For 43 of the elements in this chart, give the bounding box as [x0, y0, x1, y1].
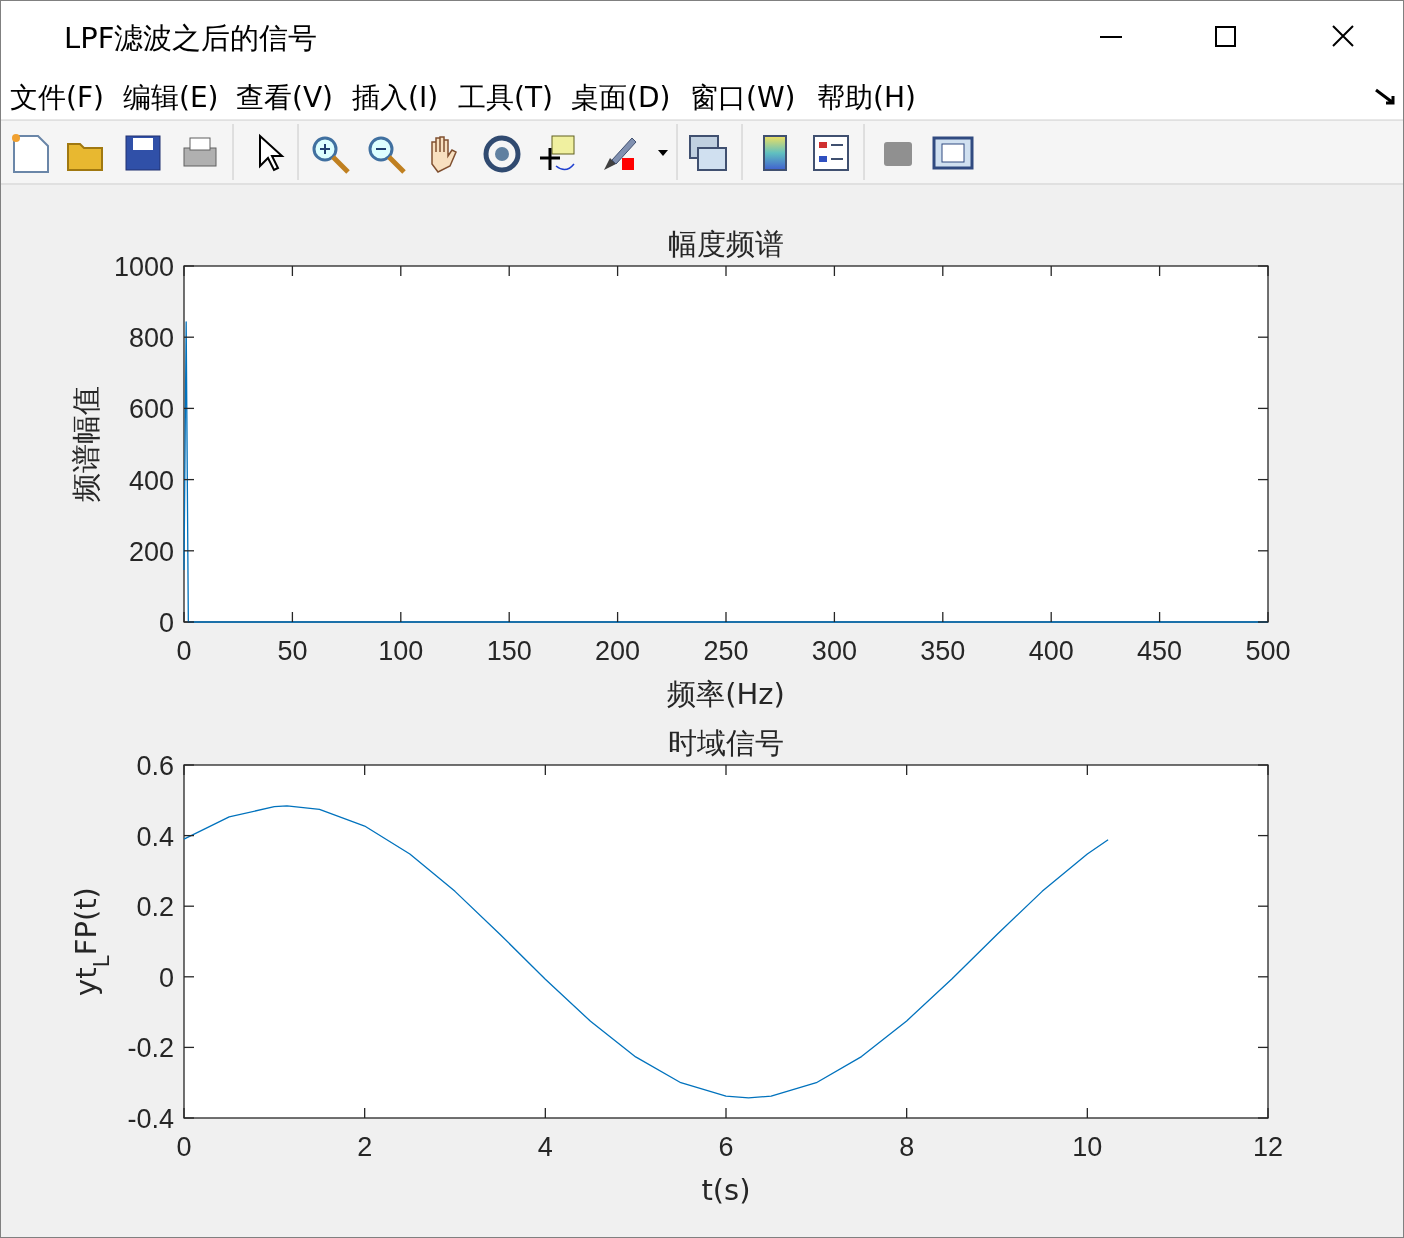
x-tick-label: 400 — [1028, 636, 1074, 666]
x-tick-label: 300 — [811, 636, 857, 666]
y-tick-label: -0.4 — [127, 1104, 174, 1134]
x-tick-label: 12 — [1252, 1132, 1284, 1162]
text: LPF滤波之后的信号 — [64, 21, 318, 55]
x-tick-label: 10 — [1072, 1132, 1103, 1162]
y-tick-label: 0.2 — [136, 892, 174, 923]
y-axis-title: 频谱幅值 — [69, 386, 103, 502]
text: 桌面(D) — [571, 81, 671, 114]
chart-title: 幅度频谱 — [668, 227, 784, 261]
text: 编辑(E) — [123, 81, 219, 114]
line-series — [183, 805, 1109, 1099]
x-tick-label: 250 — [703, 636, 749, 666]
text: 查看(V) — [236, 81, 334, 114]
y-tick-label: 0.6 — [136, 751, 174, 781]
x-tick-label: 8 — [899, 1132, 915, 1162]
x-tick-label: 4 — [537, 1132, 553, 1162]
text: 文件(F) — [10, 81, 104, 114]
x-tick-label: 350 — [920, 636, 966, 666]
x-tick-label: 150 — [486, 636, 532, 666]
y-tick-label: 0 — [158, 608, 174, 638]
y-tick-label: 1000 — [113, 252, 174, 282]
text: 工具(T) — [458, 81, 553, 114]
y-tick-label: 400 — [128, 465, 174, 496]
text: 帮助(H) — [817, 81, 916, 114]
x-tick-label: 200 — [595, 636, 641, 666]
x-tick-label: 2 — [357, 1132, 373, 1162]
chart-title: 时域信号 — [668, 726, 784, 760]
x-tick-label: 6 — [718, 1132, 734, 1162]
y-tick-label: 0.4 — [136, 821, 174, 852]
x-tick-label: 500 — [1245, 636, 1291, 666]
text: 窗口(W) — [690, 81, 796, 114]
x-axis-title: 频率(Hz) — [667, 677, 785, 711]
text: 插入(I) — [352, 81, 439, 114]
y-tick-label: 800 — [128, 323, 174, 354]
y-tick-label: -0.2 — [127, 1033, 174, 1064]
x-tick-label: 100 — [378, 636, 424, 666]
y-tick-label: 600 — [128, 394, 174, 425]
y-tick-label: 0 — [158, 962, 174, 993]
y-tick-label: 200 — [128, 536, 174, 567]
x-tick-label: 450 — [1137, 636, 1183, 666]
x-tick-label: 50 — [277, 636, 308, 666]
x-axis-title: t(s) — [701, 1173, 751, 1207]
